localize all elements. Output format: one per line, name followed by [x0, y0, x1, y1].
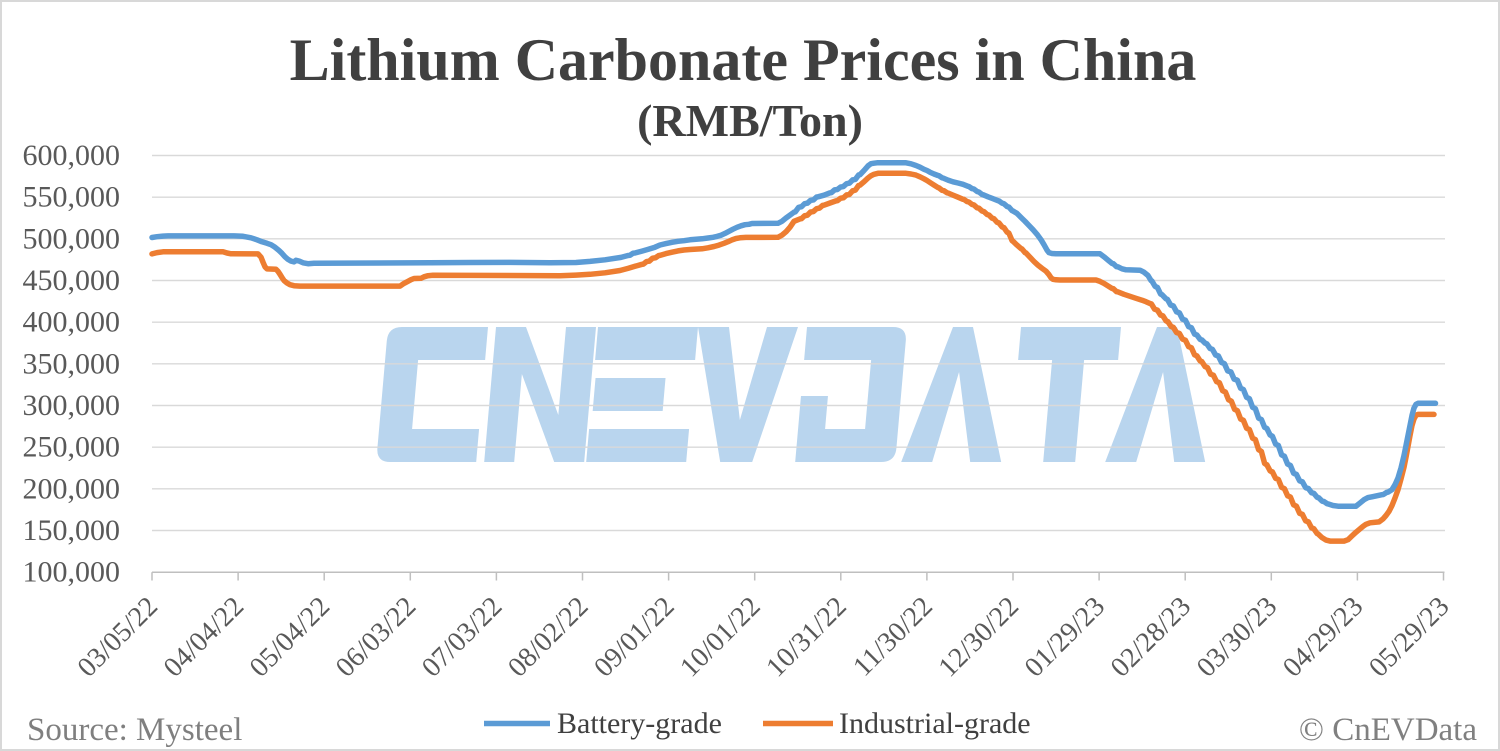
- svg-text:200,000: 200,000: [23, 472, 121, 505]
- svg-text:600,000: 600,000: [23, 139, 121, 172]
- svg-text:© CnEVData: © CnEVData: [1299, 712, 1477, 748]
- svg-text:100,000: 100,000: [23, 556, 121, 589]
- svg-text:(RMB/Ton): (RMB/Ton): [637, 95, 863, 146]
- svg-text:Lithium Carbonate Prices in Ch: Lithium Carbonate Prices in China: [290, 27, 1197, 93]
- svg-text:550,000: 550,000: [23, 181, 121, 214]
- svg-text:250,000: 250,000: [23, 431, 121, 464]
- svg-text:Battery-grade: Battery-grade: [557, 707, 722, 740]
- svg-text:Industrial-grade: Industrial-grade: [839, 707, 1031, 740]
- svg-text:500,000: 500,000: [23, 222, 121, 255]
- svg-text:Source: Mysteel: Source: Mysteel: [27, 712, 242, 748]
- svg-text:150,000: 150,000: [23, 514, 121, 547]
- svg-text:400,000: 400,000: [23, 306, 121, 339]
- svg-text:350,000: 350,000: [23, 347, 121, 380]
- svg-text:300,000: 300,000: [23, 389, 121, 422]
- svg-text:450,000: 450,000: [23, 264, 121, 297]
